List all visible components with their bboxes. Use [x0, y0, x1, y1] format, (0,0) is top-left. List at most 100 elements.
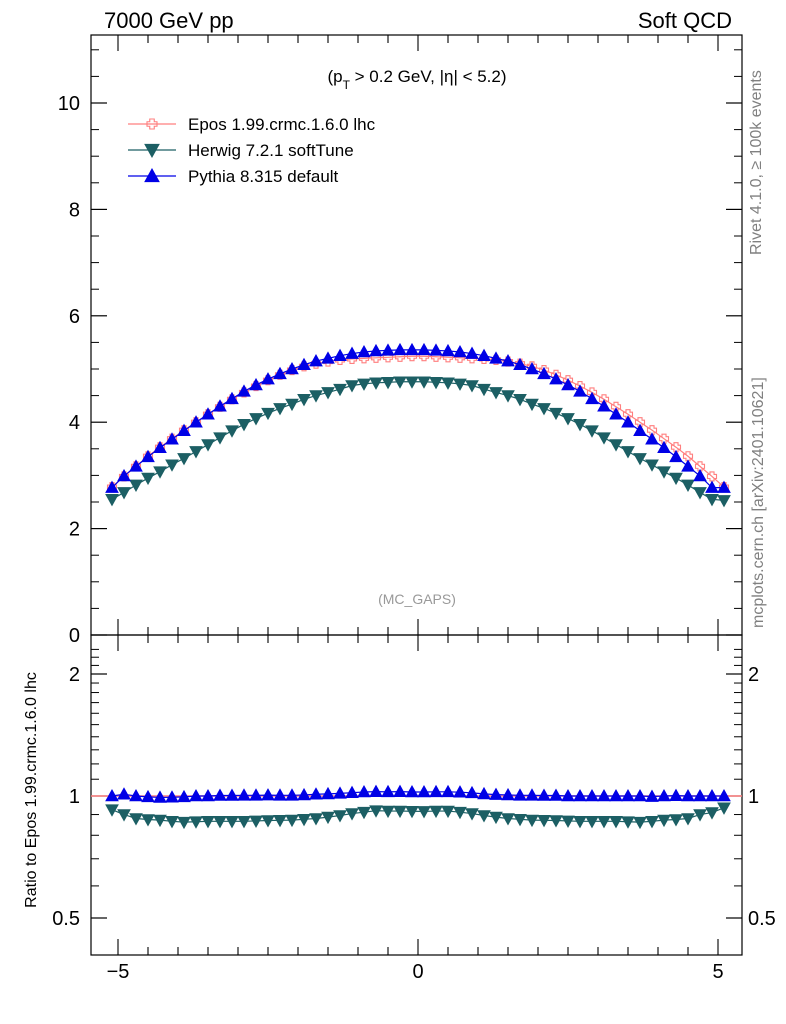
point-herwig	[705, 494, 719, 507]
ratio-point-pythia	[261, 788, 275, 801]
point-pythia	[693, 468, 707, 482]
ratio-point-pythia	[117, 787, 131, 800]
ratio-point-herwig	[633, 816, 647, 830]
point-pythia	[429, 343, 443, 356]
point-herwig	[417, 376, 431, 389]
ratio-point-herwig	[201, 816, 215, 829]
ratio-point-pythia	[285, 788, 299, 801]
ratio-point-pythia	[621, 788, 635, 802]
series-line-herwig	[111, 381, 725, 502]
point-pythia	[165, 432, 179, 445]
main-y-tick-label: 8	[69, 199, 80, 221]
ratio-point-pythia	[405, 784, 419, 798]
ratio-point-pythia	[129, 788, 143, 802]
point-herwig	[657, 466, 671, 479]
ratio-point-pythia	[525, 788, 539, 801]
ratio-point-herwig	[153, 814, 167, 828]
point-herwig	[429, 377, 443, 390]
ratio-point-herwig	[381, 805, 395, 819]
point-pythia	[597, 399, 611, 412]
ratio-point-herwig	[189, 816, 203, 829]
ratio-point-herwig	[273, 815, 287, 828]
point-herwig	[525, 398, 539, 412]
ratio-point-herwig	[165, 816, 179, 829]
mcplots-label: mcplots.cern.ch [arXiv:2401.10621]	[750, 377, 767, 628]
ratio-point-pythia	[417, 784, 431, 798]
ratio-point-pythia	[309, 787, 323, 800]
ratio-point-herwig	[105, 804, 119, 817]
point-herwig	[177, 453, 191, 466]
ratio-point-herwig	[681, 813, 695, 826]
cut-label: (pT > 0.2 GeV, |η| < 5.2)	[327, 67, 506, 92]
ratio-point-pythia	[321, 786, 335, 800]
ratio-point-herwig	[309, 813, 323, 826]
ratio-point-pythia	[153, 790, 167, 803]
point-herwig	[573, 419, 587, 432]
point-pythia	[681, 459, 695, 472]
ratio-point-herwig	[141, 814, 155, 827]
ratio-point-pythia	[213, 788, 227, 801]
ratio-point-pythia	[645, 789, 659, 802]
point-pythia	[669, 449, 683, 463]
ratio-point-herwig	[525, 814, 539, 828]
point-pythia	[513, 357, 527, 371]
point-herwig	[405, 376, 419, 389]
point-herwig	[297, 394, 311, 407]
point-pythia	[213, 399, 227, 412]
point-herwig	[129, 479, 143, 493]
ratio-point-pythia	[489, 787, 503, 800]
ratio-plot-frame	[90, 634, 743, 956]
point-pythia	[525, 361, 539, 375]
point-epos	[622, 409, 634, 420]
ratio-ylabel: Ratio to Epos 1.99.crmc.1.6.0 lhc	[23, 672, 40, 908]
ratio-point-herwig	[117, 809, 131, 822]
point-pythia	[153, 440, 167, 454]
ratio-point-pythia	[201, 788, 215, 802]
point-herwig	[165, 459, 179, 472]
ratio-point-pythia	[105, 788, 119, 802]
point-pythia	[105, 480, 119, 493]
legend-label-epos: Epos 1.99.crmc.1.6.0 lhc	[188, 115, 376, 134]
point-pythia	[177, 423, 191, 437]
ratio-point-pythia	[717, 788, 731, 802]
ratio-point-herwig	[225, 816, 239, 829]
ratio-point-pythia	[369, 784, 383, 797]
point-herwig	[153, 466, 167, 479]
ratio-point-herwig	[705, 807, 719, 820]
ratio-point-herwig	[357, 806, 371, 820]
legend-label-pythia: Pythia 8.315 default	[188, 167, 339, 186]
legend-symbol-pythia	[144, 167, 160, 183]
point-pythia	[561, 377, 575, 391]
point-pythia	[297, 357, 311, 371]
point-pythia	[225, 391, 239, 405]
legend-label-herwig: Herwig 7.2.1 softTune	[188, 141, 354, 160]
point-pythia	[249, 377, 263, 391]
point-epos	[682, 451, 694, 462]
ratio-x-axis: −5 0 5	[107, 635, 724, 983]
ratio-point-pythia	[165, 790, 179, 803]
ratio-point-pythia	[597, 788, 611, 802]
ratio-point-herwig	[453, 806, 467, 820]
ratio-y-tick-label: 2	[69, 664, 80, 686]
ratio-y-tick-label: 0.5	[52, 908, 80, 930]
ratio-point-herwig	[645, 816, 659, 829]
point-herwig	[645, 459, 659, 472]
ratio-point-herwig	[285, 814, 299, 828]
ratio-point-herwig	[429, 805, 443, 819]
ratio-point-herwig	[597, 816, 611, 829]
point-pythia	[489, 351, 503, 364]
ratio-point-pythia	[513, 788, 527, 801]
point-pythia	[585, 391, 599, 405]
x-tick-label: −5	[107, 961, 130, 983]
ratio-point-herwig	[489, 811, 503, 825]
point-pythia	[369, 343, 383, 357]
point-herwig	[549, 407, 563, 421]
ratio-point-pythia	[561, 788, 575, 802]
point-herwig	[453, 378, 467, 391]
point-pythia	[345, 346, 359, 359]
cut-label-rest: > 0.2 GeV, |η| < 5.2)	[350, 67, 507, 86]
point-herwig	[117, 487, 131, 500]
point-pythia	[141, 449, 155, 463]
point-pythia	[609, 407, 623, 420]
ratio-point-herwig	[393, 805, 407, 819]
